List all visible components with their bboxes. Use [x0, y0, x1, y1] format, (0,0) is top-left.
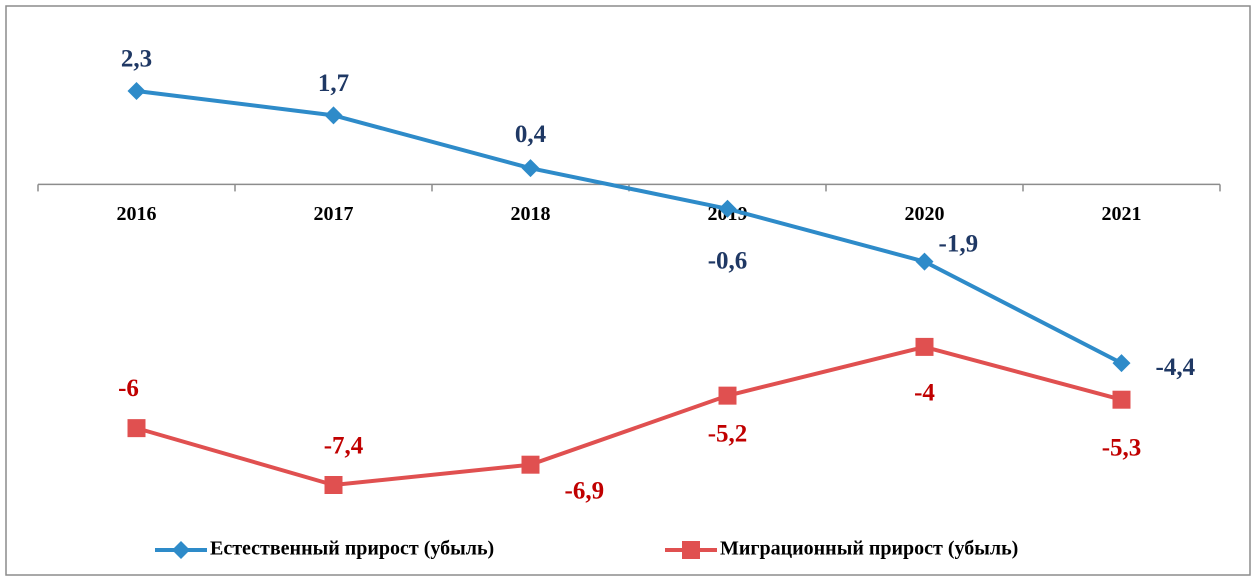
marker: [1112, 354, 1131, 373]
marker: [915, 337, 934, 356]
x-tick-label: 2018: [511, 203, 551, 225]
marker: [1112, 390, 1131, 409]
x-tick-label: 2020: [905, 203, 945, 225]
data-label: -5,3: [1102, 434, 1142, 461]
marker: [324, 476, 343, 494]
x-tick-label: 2021: [1102, 203, 1142, 225]
marker: [521, 455, 540, 474]
marker: [324, 106, 343, 125]
data-label: -4: [914, 380, 935, 407]
marker: [521, 159, 540, 178]
marker: [127, 82, 146, 100]
data-label: -1,9: [939, 230, 979, 257]
marker: [127, 419, 146, 438]
data-label: -5,2: [708, 420, 748, 447]
marker: [682, 541, 700, 559]
data-label: 1,7: [318, 70, 349, 97]
data-label: -6,9: [565, 477, 605, 504]
x-tick-label: 2016: [117, 203, 157, 225]
marker: [718, 199, 737, 218]
x-tick-label: 2017: [314, 203, 354, 225]
data-label: -0,6: [708, 248, 748, 275]
chart-frame: [5, 5, 1251, 576]
data-label: 0,4: [515, 121, 547, 148]
data-label: -6: [118, 375, 139, 402]
marker: [915, 252, 934, 271]
data-label: 2,3: [121, 46, 152, 73]
series-line: [136, 89, 1123, 365]
legend-label: Естественный прирост (убыль): [210, 538, 494, 560]
data-label: -7,4: [324, 433, 364, 460]
marker: [718, 386, 737, 405]
data-label: -4,4: [1156, 354, 1196, 381]
legend-label: Миграционный прирост (убыль): [720, 538, 1018, 560]
series-line: [135, 344, 1123, 488]
marker: [172, 541, 190, 559]
